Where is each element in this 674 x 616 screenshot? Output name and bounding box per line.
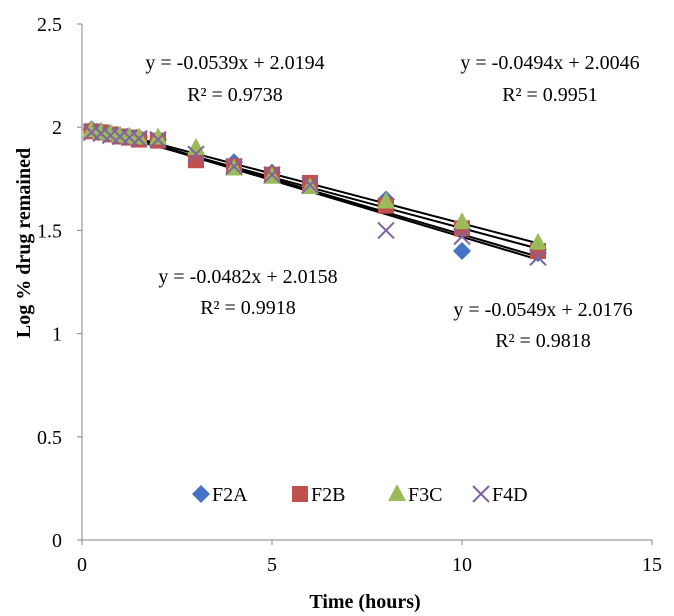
- data-point-f2b: [188, 152, 204, 169]
- legend-item-f2b: F2B: [292, 484, 345, 506]
- x-marker-stroke: [149, 130, 167, 149]
- x-marker-stroke: [82, 123, 101, 142]
- axes: 0 0.5 1 1.5 2 2.5 0 5 10 15: [37, 14, 662, 576]
- data-point-f3c: [453, 212, 471, 230]
- x-tick-label: 5: [267, 554, 277, 576]
- equation-f2a: y = -0.0539x + 2.0194: [145, 52, 324, 74]
- r2-f2b: R² = 0.9951: [502, 84, 598, 106]
- legend-label-f3c: F3C: [408, 484, 442, 506]
- x-marker-stroke: [101, 126, 120, 145]
- series-f4d: [82, 123, 547, 266]
- data-point-f4d: [263, 165, 281, 184]
- data-point-f4d: [301, 176, 319, 194]
- equation-f4d: y = -0.0549x + 2.0176: [453, 299, 632, 321]
- equation-f2b: y = -0.0494x + 2.0046: [460, 52, 639, 74]
- x-marker-stroke: [130, 129, 148, 148]
- x-marker-stroke: [187, 145, 205, 163]
- data-point-f4d: [377, 221, 395, 240]
- legend-item-f2a: F2A: [192, 484, 248, 506]
- legend-label-f2a: F2A: [212, 484, 248, 506]
- x-marker-stroke: [301, 176, 319, 194]
- legend-marker-f3c: [388, 484, 406, 501]
- y-tick-label: 0: [52, 530, 62, 552]
- r2-f2a: R² = 0.9738: [187, 84, 283, 106]
- y-tick-label: 2.5: [37, 14, 62, 36]
- legend-marker-f4d: [472, 485, 490, 503]
- x-marker-stroke: [529, 248, 547, 266]
- equation-f3c: y = -0.0482x + 2.0158: [158, 266, 337, 288]
- legend-label-f4d: F4D: [492, 484, 528, 506]
- data-point-f4d: [130, 129, 148, 148]
- data-point-f4d: [149, 130, 167, 149]
- data-point-f3c: [377, 191, 395, 209]
- markers: [82, 120, 547, 266]
- x-tick-label: 10: [452, 554, 472, 576]
- r2-f4d: R² = 0.9818: [495, 330, 591, 352]
- legend: F2A F2B F3C F4D: [192, 484, 528, 506]
- legend-marker-f2b: [292, 486, 308, 502]
- legend-item-f4d: F4D: [472, 484, 528, 506]
- r2-f3c: R² = 0.9918: [200, 297, 296, 319]
- y-tick-label: 0.5: [37, 427, 62, 449]
- data-point-f3c: [130, 127, 148, 145]
- legend-label-f2b: F2B: [311, 484, 345, 506]
- x-marker-stroke: [92, 124, 110, 143]
- y-axis-title: Log % drug remained: [13, 148, 35, 338]
- data-point-f2a: [453, 242, 471, 261]
- x-marker-stroke: [120, 128, 139, 147]
- x-marker-stroke: [377, 221, 395, 240]
- x-marker-stroke: [225, 157, 243, 176]
- y-tick-label: 1: [52, 324, 62, 346]
- data-point-f4d: [529, 248, 547, 266]
- x-marker-stroke: [472, 485, 490, 503]
- x-marker-stroke: [263, 165, 281, 184]
- data-point-f3c: [149, 127, 167, 145]
- x-marker-stroke: [453, 227, 471, 246]
- x-tick-label: 15: [642, 554, 662, 576]
- data-point-f4d: [187, 145, 205, 163]
- y-tick-label: 1.5: [37, 220, 62, 242]
- x-tick-label: 0: [77, 554, 87, 576]
- legend-marker-f2a: [192, 485, 210, 503]
- x-axis-title: Time (hours): [309, 591, 420, 613]
- legend-item-f3c: F3C: [388, 484, 442, 506]
- x-marker-stroke: [111, 127, 129, 146]
- data-point-f4d: [453, 227, 471, 246]
- data-point-f3c: [529, 232, 547, 250]
- data-point-f4d: [225, 157, 243, 176]
- y-tick-label: 2: [52, 117, 62, 139]
- trendline-equations: y = -0.0539x + 2.0194 R² = 0.9738 y = -0…: [145, 52, 639, 352]
